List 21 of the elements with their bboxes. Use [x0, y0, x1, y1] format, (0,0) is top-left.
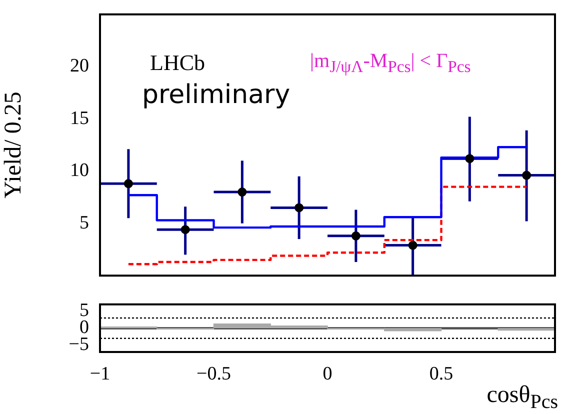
y-tick-label: 10	[70, 160, 89, 182]
x-tick-label: 0	[322, 363, 332, 384]
annotation: LHCb	[150, 50, 205, 76]
y-tick-label: 20	[70, 56, 89, 77]
x-tick-label: −0.5	[196, 363, 231, 384]
x-tick-label: 0.5	[429, 363, 454, 384]
point	[294, 203, 304, 212]
point	[522, 170, 532, 180]
point	[465, 154, 474, 164]
annotation: |m$_{J/ψΛ}$-M$_{Pcs}$| < Γ$_{Pcs}$	[310, 50, 471, 77]
x-tick-label: −1	[90, 363, 110, 384]
point	[124, 179, 133, 188]
point	[238, 188, 247, 197]
point	[408, 240, 418, 250]
annotation: preliminary	[142, 80, 290, 110]
x-axis-title: cosθ$_{Pcs}$	[486, 382, 558, 414]
y-tick-label: 15	[70, 108, 89, 129]
y-axis-title: Yield/ 0.25	[0, 92, 27, 198]
point	[351, 231, 360, 240]
y-tick-label: 5	[80, 212, 89, 234]
point	[180, 225, 190, 234]
